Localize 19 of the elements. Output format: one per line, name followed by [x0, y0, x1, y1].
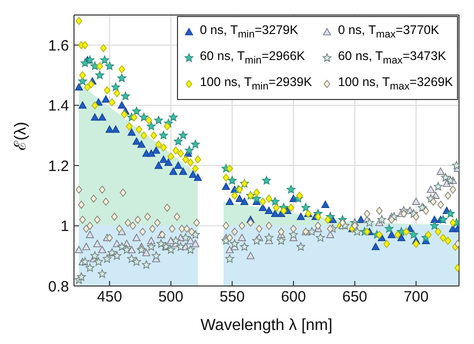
x-tick-label: 500 [158, 288, 184, 306]
legend-label: 60 ns, T$_{min}$=2966K [200, 49, 306, 67]
y-tick-label: 0.8 [48, 278, 69, 296]
legend-label: 0 ns, T$_{max}$=3770K [338, 23, 440, 41]
legend-label: 100 ns, T$_{min}$=2939K [200, 75, 312, 93]
x-tick-label: 550 [220, 288, 245, 306]
x-tick-label: 600 [280, 288, 306, 306]
y-tick-label: 1 [60, 218, 69, 236]
x-tick-label: 450 [97, 288, 122, 306]
y-tick-label: 1.4 [48, 98, 69, 115]
legend-label: 100 ns, T$_{max}$=3269K [338, 75, 453, 93]
legend-label: 0 ns, T$_{min}$=3279K [200, 23, 298, 41]
legend-label: 60 ns, T$_{max}$=3473K [338, 49, 446, 67]
y-tick-label: 1.2 [48, 158, 69, 175]
x-tick-label: 650 [342, 288, 368, 306]
x-tick-label: 700 [404, 288, 429, 306]
x-axis-title: Wavelength λ [nm] [200, 317, 332, 334]
y-tick-label: 1.6 [48, 37, 69, 54]
y-axis-title: ℰ(λ) [12, 122, 30, 150]
